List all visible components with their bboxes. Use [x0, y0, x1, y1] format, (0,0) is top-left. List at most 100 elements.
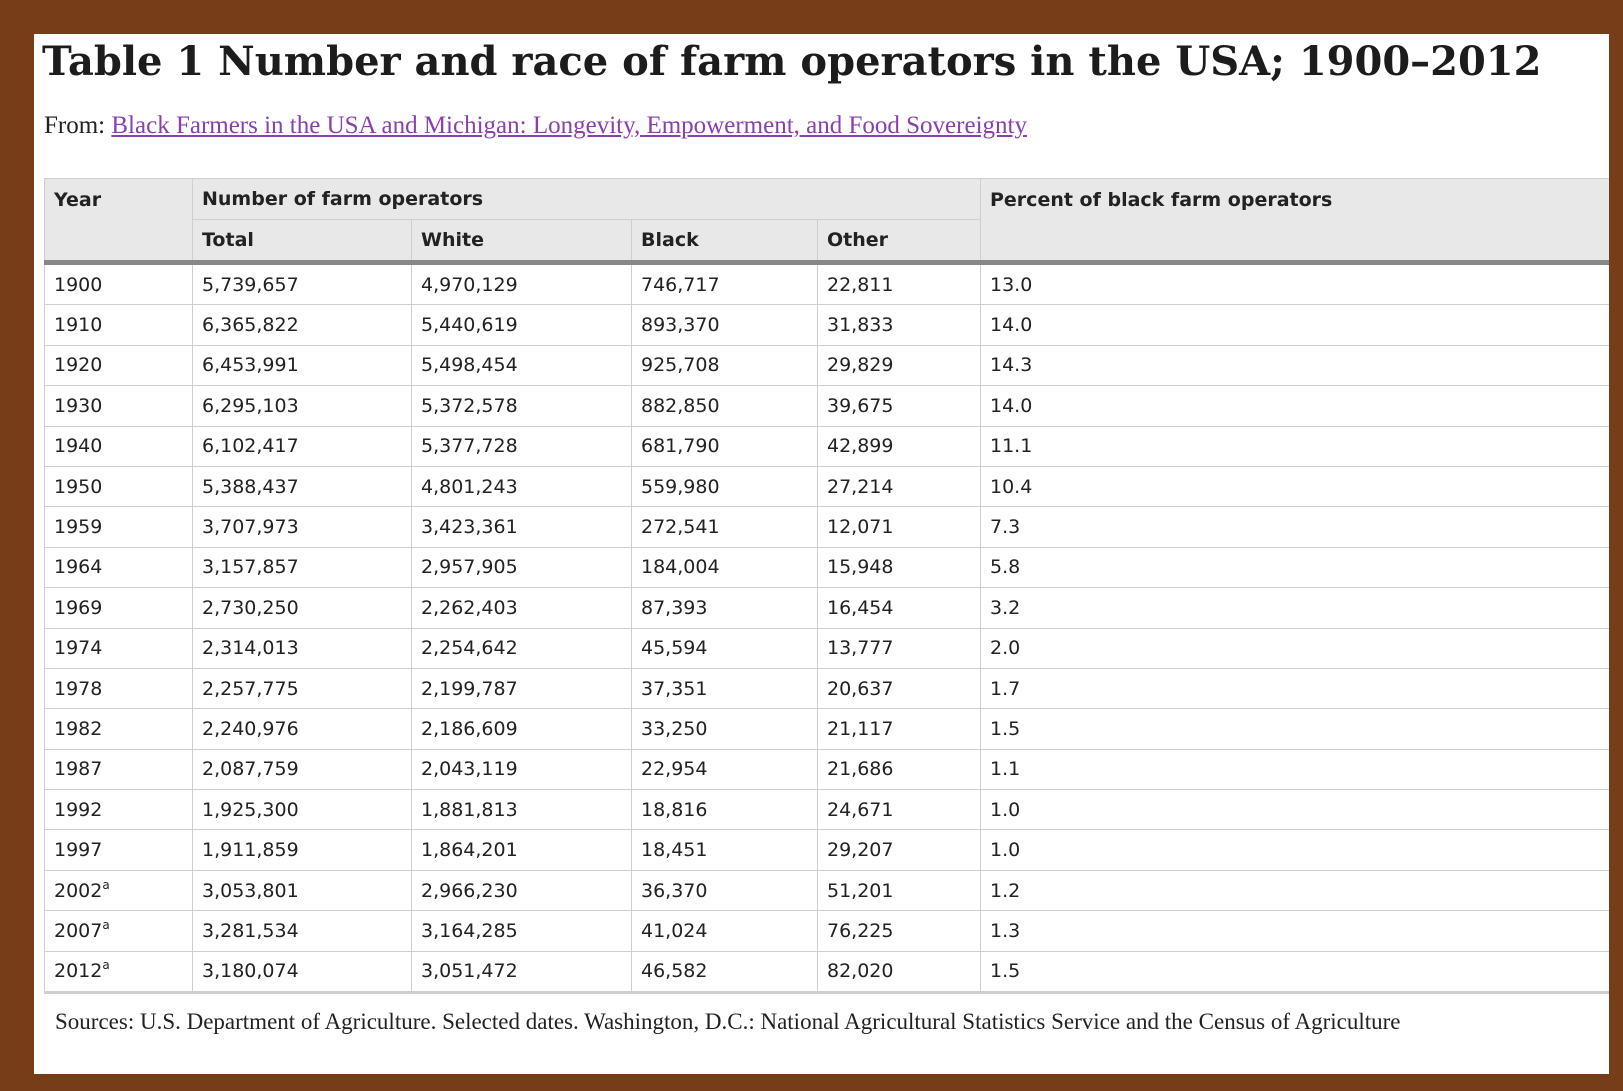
article-link[interactable]: Black Farmers in the USA and Michigan: L… [111, 112, 1027, 139]
cell-black: 87,393 [631, 587, 818, 629]
cell-percent-black: 1.1 [980, 748, 1609, 791]
cell-other: 29,207 [817, 829, 981, 871]
cell-other: 76,225 [817, 910, 981, 952]
header-white: White [411, 219, 632, 265]
table-row: 1982 2,240,976 2,186,609 33,250 21,117 1.5 [44, 708, 1609, 750]
cell-black: 681,790 [631, 425, 818, 467]
cell-year: 1959 [44, 506, 193, 548]
cell-percent-black: 10.4 [980, 465, 1609, 508]
from-label: From: [44, 112, 112, 139]
cell-other: 82,020 [817, 950, 981, 995]
table-row: 1930 6,295,103 5,372,578 882,850 39,675 14.0 [44, 385, 1609, 427]
cell-white: 2,254,642 [411, 627, 632, 669]
cell-total: 1,925,300 [192, 789, 412, 831]
table-row: 2002a 3,053,801 2,966,230 36,370 51,201 1.2 [44, 869, 1609, 912]
table-row: 1920 6,453,991 5,498,454 925,708 29,829 14.3 [44, 344, 1609, 387]
cell-black: 559,980 [631, 465, 818, 508]
sources-note: Sources: U.S. Department of Agriculture.… [55, 1009, 1401, 1034]
table-container: Year Number of farm operators Percent of… [44, 178, 1609, 995]
table-row: 1950 5,388,437 4,801,243 559,980 27,214 10.4 [44, 465, 1609, 508]
cell-year: 1920 [44, 344, 193, 387]
table-row: 1940 6,102,417 5,377,728 681,790 42,899 11.1 [44, 425, 1609, 467]
cell-black: 22,954 [631, 748, 818, 791]
cell-other: 27,214 [817, 465, 981, 508]
cell-other: 22,811 [817, 261, 981, 306]
source-line: From: Black Farmers in the USA and Michi… [44, 110, 1027, 142]
cell-black: 18,816 [631, 789, 818, 831]
table-row: 1964 3,157,857 2,957,905 184,004 15,948 5.8 [44, 546, 1609, 589]
table-row: 1992 1,925,300 1,881,813 18,816 24,671 1.0 [44, 789, 1609, 831]
cell-white: 5,377,728 [411, 425, 632, 467]
cell-black: 893,370 [631, 304, 818, 346]
footnote-marker: a [102, 917, 110, 932]
cell-percent-black: 14.3 [980, 344, 1609, 387]
table-body: 1900 5,739,657 4,970,129 746,717 22,811 13.0 1… [44, 261, 1609, 995]
table-row: 1987 2,087,759 2,043,119 22,954 21,686 1.1 [44, 748, 1609, 791]
cell-total: 2,257,775 [192, 667, 412, 710]
cell-percent-black: 11.1 [980, 425, 1609, 467]
cell-other: 12,071 [817, 506, 981, 548]
cell-white: 2,043,119 [411, 748, 632, 791]
cell-total: 5,739,657 [192, 261, 412, 306]
table-row: 1900 5,739,657 4,970,129 746,717 22,811 13.0 [44, 261, 1609, 306]
cell-total: 6,102,417 [192, 425, 412, 467]
cell-year: 2007a [44, 910, 193, 952]
cell-black: 18,451 [631, 829, 818, 871]
cell-other: 20,637 [817, 667, 981, 710]
cell-year: 1910 [44, 304, 193, 346]
cell-percent-black: 7.3 [980, 506, 1609, 548]
cell-percent-black: 1.7 [980, 667, 1609, 710]
cell-year: 1930 [44, 385, 193, 427]
cell-year: 2012a [44, 950, 193, 995]
cell-other: 21,117 [817, 708, 981, 750]
cell-black: 33,250 [631, 708, 818, 750]
footnote-marker: a [102, 877, 110, 892]
header-total: Total [192, 219, 412, 265]
table-row: 2007a 3,281,534 3,164,285 41,024 76,225 1.3 [44, 910, 1609, 952]
cell-black: 37,351 [631, 667, 818, 710]
cell-year: 1987 [44, 748, 193, 791]
cell-other: 39,675 [817, 385, 981, 427]
cell-year: 1964 [44, 546, 193, 589]
cell-total: 2,087,759 [192, 748, 412, 791]
cell-white: 4,970,129 [411, 261, 632, 306]
header-other: Other [817, 219, 981, 265]
cell-total: 6,295,103 [192, 385, 412, 427]
footnote-marker: a [102, 958, 110, 973]
table-row: 1997 1,911,859 1,864,201 18,451 29,207 1.0 [44, 829, 1609, 871]
cell-white: 2,957,905 [411, 546, 632, 589]
cell-white: 1,881,813 [411, 789, 632, 831]
cell-white: 2,966,230 [411, 869, 632, 912]
cell-percent-black: 1.5 [980, 708, 1609, 750]
cell-percent-black: 14.0 [980, 385, 1609, 427]
cell-black: 746,717 [631, 261, 818, 306]
cell-total: 2,240,976 [192, 708, 412, 750]
cell-total: 5,388,437 [192, 465, 412, 508]
cell-white: 5,498,454 [411, 344, 632, 387]
cell-white: 2,199,787 [411, 667, 632, 710]
cell-total: 6,453,991 [192, 344, 412, 387]
cell-white: 5,372,578 [411, 385, 632, 427]
cell-year: 1900 [44, 261, 193, 306]
cell-percent-black: 14.0 [980, 304, 1609, 346]
cell-white: 5,440,619 [411, 304, 632, 346]
cell-other: 15,948 [817, 546, 981, 589]
cell-white: 3,051,472 [411, 950, 632, 995]
cell-total: 3,707,973 [192, 506, 412, 548]
cell-total: 1,911,859 [192, 829, 412, 871]
cell-other: 13,777 [817, 627, 981, 669]
table-row: 1910 6,365,822 5,440,619 893,370 31,833 14.0 [44, 304, 1609, 346]
cell-black: 272,541 [631, 506, 818, 548]
cell-percent-black: 1.0 [980, 789, 1609, 831]
cell-percent-black: 1.3 [980, 910, 1609, 952]
table-row: 1978 2,257,775 2,199,787 37,351 20,637 1.7 [44, 667, 1609, 710]
cell-year: 1997 [44, 829, 193, 871]
cell-percent-black: 1.0 [980, 829, 1609, 871]
table-row: 1974 2,314,013 2,254,642 45,594 13,777 2.0 [44, 627, 1609, 669]
table-row: 1969 2,730,250 2,262,403 87,393 16,454 3.2 [44, 587, 1609, 629]
cell-white: 2,262,403 [411, 587, 632, 629]
cell-year: 1978 [44, 667, 193, 710]
cell-percent-black: 5.8 [980, 546, 1609, 589]
cell-year: 1950 [44, 465, 193, 508]
cell-percent-black: 2.0 [980, 627, 1609, 669]
